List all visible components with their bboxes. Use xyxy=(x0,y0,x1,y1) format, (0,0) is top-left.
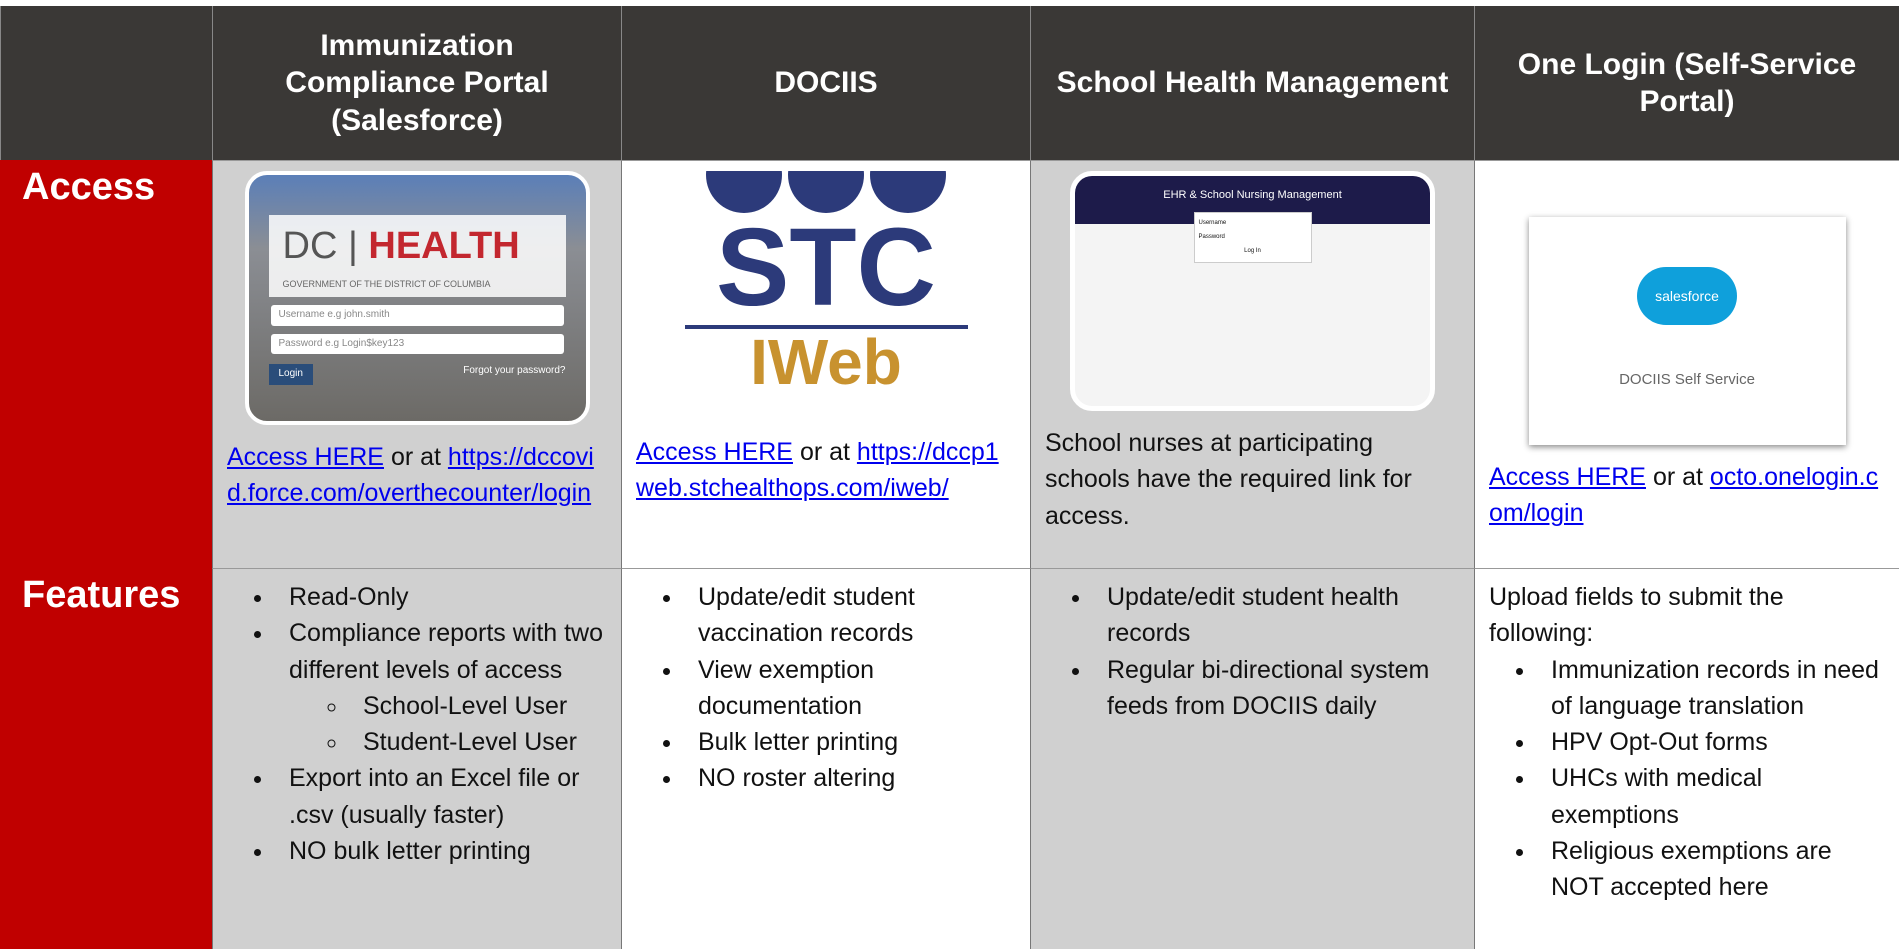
login-button: Log In xyxy=(1244,247,1261,254)
bullet-text: Read-Only xyxy=(289,583,409,611)
bullet-item: HPV Opt-Out forms xyxy=(1537,724,1885,760)
bullet-item: Update/edit student vaccination records xyxy=(684,579,1016,652)
bullet-item: Update/edit student health records xyxy=(1093,579,1460,652)
column-header: School Health Management xyxy=(1030,6,1474,160)
login-button: Login xyxy=(268,364,313,385)
bullet-item: Religious exemptions are NOT accepted he… xyxy=(1537,833,1885,906)
comparison-table: Immunization Compliance Portal (Salesfor… xyxy=(0,6,1899,949)
logo: STC xyxy=(716,206,936,329)
row-label: Access xyxy=(0,160,212,568)
access-link[interactable]: Access HERE xyxy=(1489,463,1646,491)
column-header: One Login (Self-Service Portal) xyxy=(1474,6,1899,160)
screenshot-image: STC IWeb xyxy=(672,171,980,420)
bullet-text: Regular bi-directional system feeds from… xyxy=(1107,655,1430,720)
bullet-text: Export into an Excel file or .csv (usual… xyxy=(289,764,580,829)
bullet-text: Compliance reports with two different le… xyxy=(289,619,604,684)
bullet-list: Read-Only Compliance reports with two dif… xyxy=(227,579,607,869)
bullet-item: UHCs with medical exemptions xyxy=(1537,760,1885,833)
table-cell: EHR & School Nursing Management Username P… xyxy=(1030,160,1474,568)
access-text: Access HERE or at octo.onelogin.com/logi… xyxy=(1489,459,1885,532)
table-cell: STC IWeb Access HERE or at https://dccp1we… xyxy=(621,160,1030,568)
brand-subtitle: GOVERNMENT OF THE DISTRICT OF COLUMBIA xyxy=(268,278,566,298)
caption: DOCIIS Self Service xyxy=(1619,371,1755,388)
bullet-text: Bulk letter printing xyxy=(698,728,899,756)
bullet-text: Update/edit student health records xyxy=(1107,583,1399,648)
bullet-item: Bulk letter printing xyxy=(684,724,1016,760)
access-text: or at xyxy=(1652,463,1703,491)
access-text: or at xyxy=(799,438,850,466)
url-link[interactable]: octo.onelogin.com/login xyxy=(1489,463,1879,528)
username-label: Username xyxy=(1198,219,1227,226)
intro-text: Upload fields to submit the following: xyxy=(1489,583,1784,648)
bullet-text: NO roster altering xyxy=(698,764,896,793)
bullet-list: Update/edit student vaccination records V… xyxy=(636,579,1016,797)
password-field: Password e.g Login$key123 xyxy=(270,333,564,355)
url-link[interactable]: https://dccp1web.stchealthops.com/iweb/ xyxy=(636,438,999,503)
bullet-item: Immunization records in need of language… xyxy=(1537,652,1885,725)
bullet-item: NO roster altering xyxy=(684,760,1016,796)
table-cell: Update/edit student health records Regula… xyxy=(1030,568,1474,949)
forgot-link: Forgot your password? xyxy=(463,365,566,377)
screenshot-image: EHR & School Nursing Management Username P… xyxy=(1070,171,1435,411)
access-text: Access HERE or at https://dccp1web.stche… xyxy=(636,434,1016,507)
header-corner xyxy=(0,6,212,160)
password-label: Password xyxy=(1198,233,1225,240)
url-link[interactable]: https://dccovid.force.com/overthecounter… xyxy=(227,443,594,508)
bullet-item: Compliance reports with two different le… xyxy=(275,615,607,760)
table-cell: Update/edit student vaccination records V… xyxy=(621,568,1030,949)
bullet-item: Export into an Excel file or .csv (usual… xyxy=(275,760,607,833)
access-text: or at xyxy=(390,443,441,471)
table-cell: Upload fields to submit the following: Im… xyxy=(1474,568,1899,949)
access-text: School nurses at participating schools h… xyxy=(1045,429,1412,530)
bullet-item: NO bulk letter printing xyxy=(275,833,607,869)
sublogo: IWeb xyxy=(684,325,968,396)
sub-item: Student-Level User xyxy=(349,724,607,760)
access-link[interactable]: Access HERE xyxy=(227,443,384,471)
bullet-text: View exemption documentation xyxy=(698,655,875,720)
bullet-text: UHCs with medical exemptions xyxy=(1551,764,1763,829)
username-field: Username e.g john.smith xyxy=(270,305,564,326)
bullet-text: Immunization records in need of language… xyxy=(1551,655,1879,720)
column-header: DOCIIS xyxy=(621,6,1030,160)
screenshot-image: DC | HEALTH GOVERNMENT OF THE DISTRICT OF… xyxy=(244,171,590,425)
bullet-text: HPV Opt-Out forms xyxy=(1551,728,1768,756)
sub-list: School-Level UserStudent-Level User xyxy=(289,688,607,761)
row-label: Features xyxy=(0,568,212,949)
salesforce-logo: salesforce xyxy=(1637,267,1737,325)
bullet-item: Read-Only xyxy=(275,579,607,615)
brand-text: HEALTH xyxy=(368,225,520,267)
access-text: Access HERE or at https://dccovid.force.… xyxy=(227,439,607,512)
login-box: Username Password Log In xyxy=(1193,211,1312,264)
sub-item: School-Level User xyxy=(349,688,607,724)
bullet-text: NO bulk letter printing xyxy=(289,836,531,865)
bullet-item: Regular bi-directional system feeds from… xyxy=(1093,652,1460,725)
column-header: Immunization Compliance Portal (Salesfor… xyxy=(212,6,621,160)
access-text: School nurses at participating schools h… xyxy=(1045,425,1460,534)
bullet-item: View exemption documentation xyxy=(684,652,1016,725)
table-cell: DC | HEALTH GOVERNMENT OF THE DISTRICT OF… xyxy=(212,160,621,568)
bullet-text: Update/edit student vaccination records xyxy=(698,583,915,648)
login-row: Login Forgot your password? xyxy=(268,364,566,385)
access-link[interactable]: Access HERE xyxy=(636,438,793,466)
screenshot-image: salesforce DOCIIS Self Service xyxy=(1528,217,1846,445)
bullet-list: Immunization records in need of language… xyxy=(1489,652,1885,906)
globes xyxy=(673,171,980,213)
table-cell: Read-Only Compliance reports with two dif… xyxy=(212,568,621,949)
bullet-text: Religious exemptions are NOT accepted he… xyxy=(1551,836,1832,901)
brand: DC | HEALTH xyxy=(268,215,566,279)
bullet-list: Update/edit student health records Regula… xyxy=(1045,579,1460,724)
table-cell: salesforce DOCIIS Self Service Access HERE… xyxy=(1474,160,1899,568)
brand-text: DC xyxy=(282,225,338,267)
